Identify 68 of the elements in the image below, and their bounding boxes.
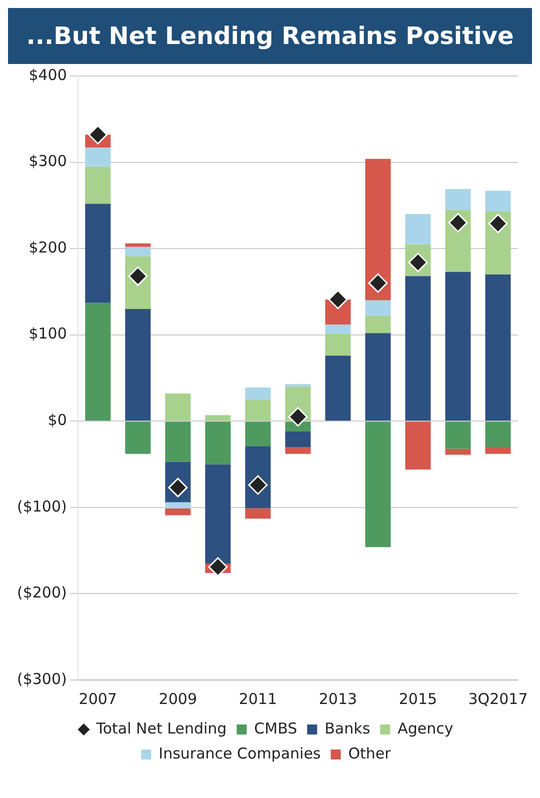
x-tick-label: 2009 [158,690,197,708]
bar [365,422,391,548]
bar [205,422,231,464]
bar [485,447,511,454]
point [448,212,468,232]
legend-label: Agency [398,719,454,738]
point [488,214,508,234]
bar [165,502,191,508]
legend-label: Insurance Companies [158,744,321,762]
legend-label: Total Net Lending [95,719,227,738]
bar [165,394,191,421]
bar [205,464,231,564]
bar [245,400,271,421]
y-tick-label: $300 [28,152,67,170]
legend-label: Other [348,744,392,762]
point [368,273,388,293]
bar [245,387,271,400]
bar [165,508,191,516]
y-tick-label: $200 [28,238,67,256]
bar [365,158,391,300]
bar [85,166,111,204]
bar [125,246,151,256]
y-tick-label: $400 [28,66,67,84]
bar [485,274,511,421]
bar [485,190,511,212]
x-tick-label: 3Q2017 [468,690,528,708]
legend-label: Banks [324,719,370,738]
bar [325,356,351,421]
bar [365,300,391,316]
y-tick-label: ($200) [16,584,67,602]
bar [405,276,431,421]
bar [365,333,391,421]
x-tick-label: 2013 [318,690,358,708]
point [328,290,348,310]
bar [125,422,151,454]
chart-title: ...But Net Lending Remains Positive [8,8,532,64]
bar [245,422,271,446]
y-tick-label: $0 [48,411,67,430]
bar [285,447,311,454]
bar [405,422,431,470]
y-tick-label: ($300) [16,670,67,688]
x-tick-label: 2015 [398,690,438,708]
bar [445,448,471,455]
bar [405,214,431,244]
bar [325,334,351,356]
bar [125,243,151,247]
y-tick-label: ($100) [16,497,67,516]
bar [365,316,391,334]
x-tick-label: 2007 [78,690,117,708]
bar [85,148,111,167]
bar [165,422,191,462]
bar [125,308,151,421]
legend-label: CMBS [254,719,298,738]
x-tick-label: 2011 [238,690,278,708]
bar [285,384,311,387]
bar [205,415,231,421]
bar [285,431,311,448]
y-tick-label: $100 [28,324,67,343]
point [208,557,228,577]
bar [245,508,271,519]
bar [85,204,111,303]
bar [485,422,511,448]
bar [445,272,471,421]
bar [85,302,111,421]
bar [445,422,471,449]
bar [445,189,471,210]
bar [325,324,351,334]
point [288,407,308,427]
